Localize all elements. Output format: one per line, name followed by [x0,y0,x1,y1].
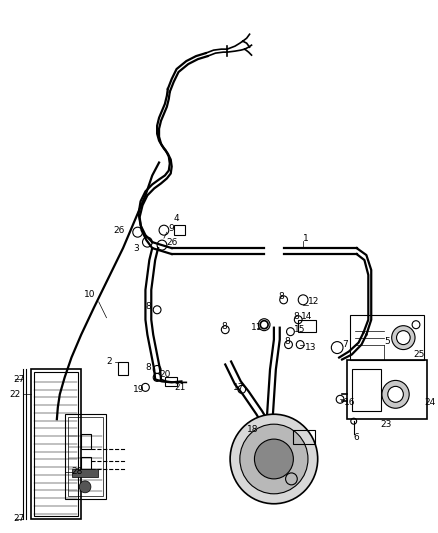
Bar [81,434,91,449]
Text: 27: 27 [13,514,25,523]
Bar [173,225,185,235]
Text: 26: 26 [167,238,178,247]
Text: 20: 20 [159,370,170,379]
Circle shape [240,424,308,494]
Bar [347,360,427,419]
Bar [350,315,424,360]
Text: 18: 18 [247,425,258,434]
Bar [81,457,91,469]
Circle shape [260,321,268,329]
Bar [34,373,78,516]
Bar [293,430,315,444]
Text: 4: 4 [173,214,179,223]
Text: 19: 19 [133,385,144,394]
Text: 15: 15 [294,325,306,334]
Text: 27: 27 [13,375,25,384]
Text: 21: 21 [175,383,186,392]
Text: 9: 9 [169,224,175,233]
Text: 12: 12 [308,297,319,306]
Text: 8: 8 [293,312,299,321]
Text: 13: 13 [305,343,317,352]
Circle shape [79,481,91,493]
Text: 11: 11 [251,323,262,332]
Text: 17: 17 [233,383,244,392]
Circle shape [382,381,409,408]
Text: 2: 2 [106,357,112,366]
Text: 8: 8 [285,337,290,346]
Text: 14: 14 [301,312,313,321]
Circle shape [254,439,293,479]
Text: 7: 7 [342,340,348,349]
Bar [67,417,102,496]
Text: 8: 8 [145,363,151,372]
Bar [31,369,81,519]
Circle shape [392,326,415,350]
Text: 8: 8 [145,302,151,311]
Text: 16: 16 [344,398,356,407]
Text: 5: 5 [384,337,390,346]
Text: 10: 10 [84,290,95,300]
Bar [165,377,177,386]
Text: 25: 25 [413,350,424,359]
Bar [118,361,128,375]
Circle shape [388,386,403,402]
Circle shape [258,319,270,330]
Text: 22: 22 [10,390,21,399]
Bar [72,469,98,477]
Text: 1: 1 [303,233,309,243]
Text: 24: 24 [425,398,436,407]
Text: 8: 8 [279,292,285,301]
Text: 3: 3 [134,244,140,253]
Bar [298,320,316,332]
Text: 26: 26 [113,225,125,235]
Bar [352,369,381,411]
Bar [65,414,106,499]
Text: 6: 6 [354,433,360,442]
Circle shape [230,414,318,504]
Circle shape [396,330,410,345]
Text: 23: 23 [380,419,392,429]
Text: 28: 28 [71,467,83,477]
Text: 8: 8 [221,322,227,331]
